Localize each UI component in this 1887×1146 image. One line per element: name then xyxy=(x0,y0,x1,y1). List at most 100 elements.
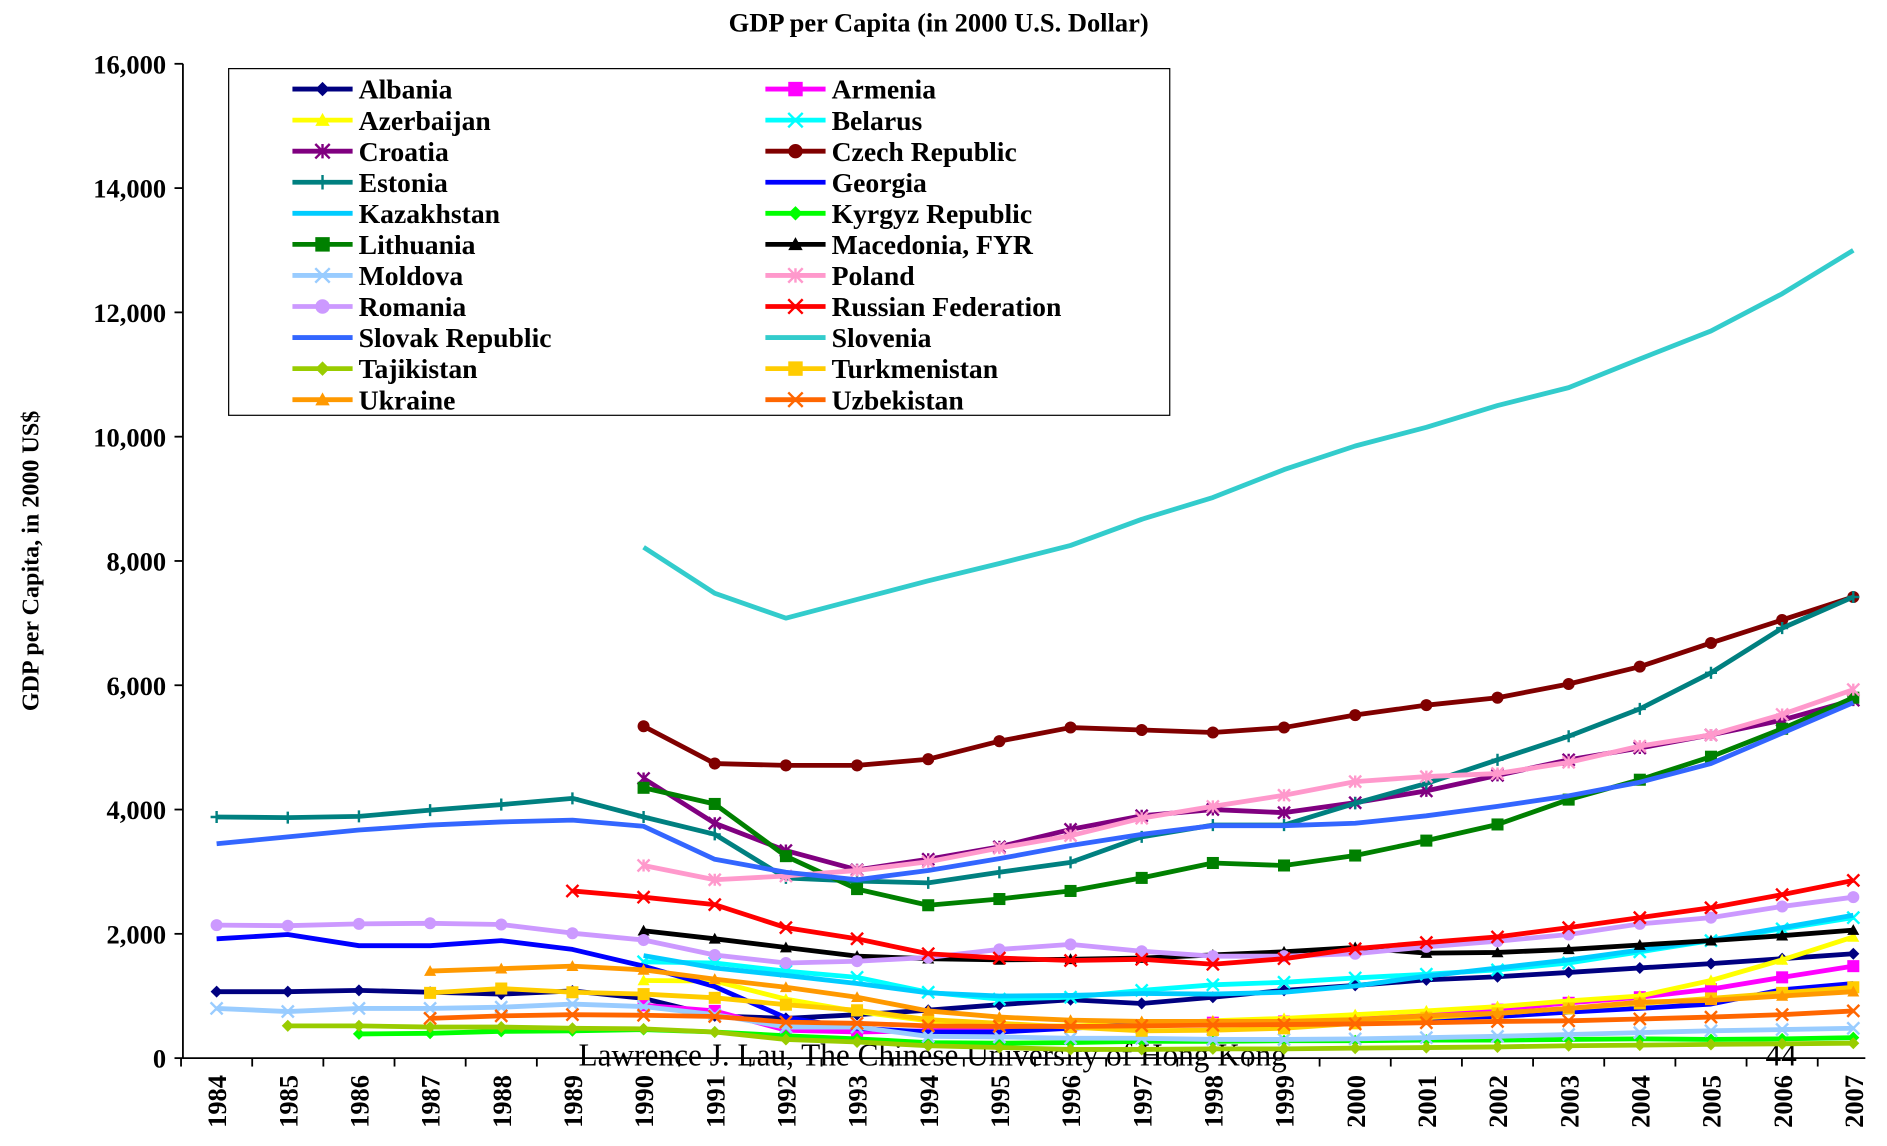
marker xyxy=(851,1035,864,1048)
marker xyxy=(1277,975,1291,990)
legend-label: Turkmenistan xyxy=(832,353,999,384)
x-tick-label: 1985 xyxy=(273,1075,303,1128)
marker xyxy=(1277,805,1291,820)
marker xyxy=(779,941,792,953)
marker xyxy=(1134,952,1149,967)
marker xyxy=(1063,828,1078,843)
marker xyxy=(922,753,935,766)
marker xyxy=(1349,1042,1362,1055)
marker xyxy=(1632,739,1647,754)
y-tick-label: 8,000 xyxy=(107,547,167,577)
legend-label: Georgia xyxy=(832,167,927,198)
marker xyxy=(423,1011,437,1026)
marker xyxy=(315,361,330,376)
marker xyxy=(1491,1040,1504,1053)
marker xyxy=(992,841,1007,855)
marker xyxy=(1348,971,1363,985)
x-tick-label: 1984 xyxy=(202,1075,232,1128)
marker xyxy=(1562,677,1575,691)
marker xyxy=(1704,983,1718,996)
marker xyxy=(424,965,437,976)
x-tick-label: 1997 xyxy=(1127,1075,1157,1128)
series-line xyxy=(643,927,1854,963)
marker xyxy=(851,759,864,772)
marker xyxy=(637,810,650,824)
legend-item: Lithuania xyxy=(292,229,476,260)
legend-item: Poland xyxy=(765,260,915,291)
series-line xyxy=(216,951,1854,1021)
x-tick-label: 1992 xyxy=(772,1075,802,1128)
marker xyxy=(315,392,330,406)
marker xyxy=(424,917,437,930)
x-tick-label: 2002 xyxy=(1483,1075,1513,1128)
marker xyxy=(1349,797,1362,810)
marker xyxy=(1846,873,1861,888)
marker xyxy=(1419,935,1434,950)
marker xyxy=(1775,707,1790,722)
marker xyxy=(1704,900,1718,915)
marker xyxy=(314,143,331,160)
marker xyxy=(1846,1004,1861,1018)
marker xyxy=(707,816,722,831)
legend-label: Slovak Republic xyxy=(359,322,552,353)
marker xyxy=(708,797,721,810)
marker xyxy=(1562,730,1575,743)
marker xyxy=(1064,938,1077,951)
marker xyxy=(779,759,792,772)
marker xyxy=(708,948,721,961)
marker xyxy=(637,924,650,936)
marker xyxy=(1206,1042,1219,1055)
legend-label: Estonia xyxy=(359,167,448,198)
marker xyxy=(1490,1014,1505,1029)
legend-item: Turkmenistan xyxy=(765,353,998,384)
series-line xyxy=(643,687,1855,883)
marker xyxy=(779,1015,793,1029)
series-line xyxy=(643,695,1855,908)
marker xyxy=(566,960,579,971)
marker xyxy=(1847,924,1860,935)
marker xyxy=(1846,1021,1861,1036)
marker xyxy=(281,919,294,932)
x-tick-label: 1989 xyxy=(558,1075,588,1128)
marker xyxy=(922,1004,935,1016)
legend-label: Armenia xyxy=(832,74,937,105)
marker xyxy=(424,1021,437,1034)
marker xyxy=(1205,977,1220,992)
marker xyxy=(495,918,508,931)
marker xyxy=(424,1027,437,1040)
marker xyxy=(779,998,792,1011)
legend-item: Slovak Republic xyxy=(292,322,552,353)
marker xyxy=(565,884,580,898)
marker xyxy=(352,1019,365,1032)
marker xyxy=(787,267,804,284)
marker xyxy=(1348,1031,1363,1046)
marker xyxy=(708,932,721,944)
legend-item: Belarus xyxy=(765,105,923,136)
marker xyxy=(993,735,1006,748)
marker xyxy=(1704,994,1718,1006)
marker xyxy=(707,872,722,887)
legend-label: Uzbekistan xyxy=(832,384,964,415)
legend-item: Macedonia, FYR xyxy=(765,229,1034,260)
x-tick-label: 1988 xyxy=(487,1075,517,1128)
marker xyxy=(1419,1030,1434,1045)
marker xyxy=(850,1016,864,1031)
marker xyxy=(494,1008,509,1023)
marker xyxy=(707,897,722,912)
series-line xyxy=(642,697,1854,873)
legend-item: Albania xyxy=(292,74,453,105)
legend-label: Kazakhstan xyxy=(359,198,500,229)
y-tick-label: 6,000 xyxy=(107,671,167,701)
marker xyxy=(1206,856,1219,870)
marker xyxy=(1776,622,1789,635)
y-tick-label: 2,000 xyxy=(107,919,167,949)
legend-label: Kyrgyz Republic xyxy=(832,198,1033,229)
marker xyxy=(637,934,650,947)
marker xyxy=(1278,859,1291,872)
legend-item: Kyrgyz Republic xyxy=(765,198,1032,229)
marker xyxy=(1063,1031,1078,1046)
marker xyxy=(1134,811,1149,826)
marker xyxy=(1491,1007,1504,1019)
marker xyxy=(423,1001,437,1016)
y-tick-label: 10,000 xyxy=(93,422,166,452)
